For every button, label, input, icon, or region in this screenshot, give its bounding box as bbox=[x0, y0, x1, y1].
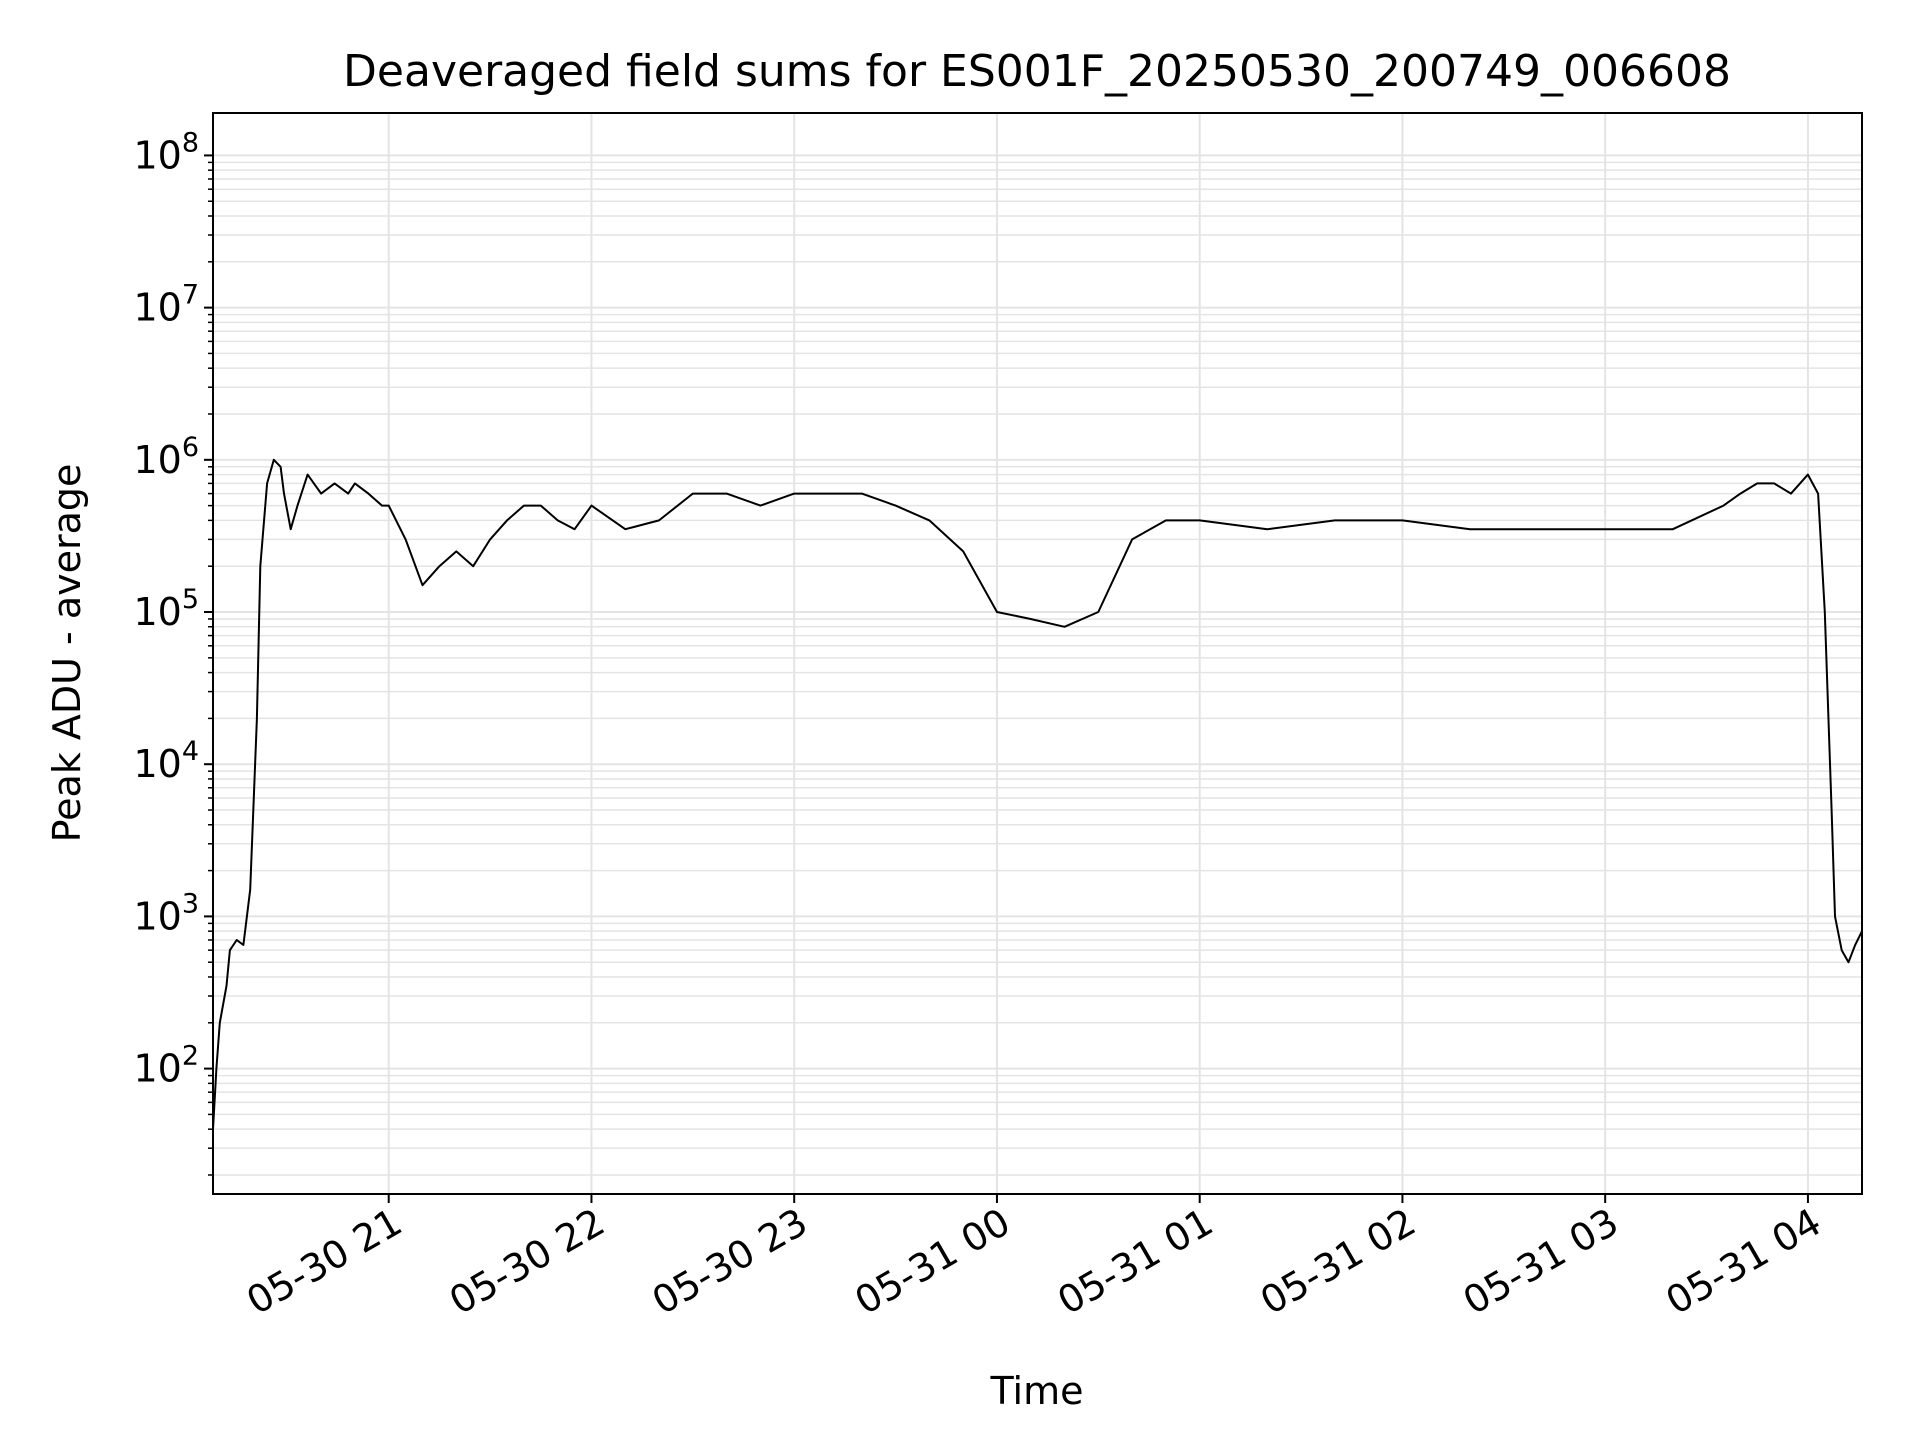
chart-title: Deaveraged field sums for ES001F_2025053… bbox=[343, 46, 1731, 97]
y-axis-label: Peak ADU - average bbox=[45, 464, 89, 843]
y-tick-label: 105 bbox=[133, 584, 199, 634]
plot-line bbox=[212, 458, 1863, 1130]
y-axis: 102 103 104 105 106 107 108 bbox=[133, 127, 213, 1176]
y-tick-label: 108 bbox=[133, 127, 199, 177]
y-tick-label: 106 bbox=[133, 432, 199, 482]
y-tick-label: 104 bbox=[133, 736, 199, 786]
x-axis-label: Time bbox=[990, 1369, 1084, 1413]
y-tick-label: 103 bbox=[133, 888, 199, 938]
y-tick-label: 102 bbox=[133, 1041, 199, 1091]
series-line bbox=[212, 458, 1863, 1130]
y-tick-label: 107 bbox=[133, 280, 199, 330]
grid bbox=[213, 113, 1862, 1194]
plot-frame bbox=[212, 112, 1863, 1195]
